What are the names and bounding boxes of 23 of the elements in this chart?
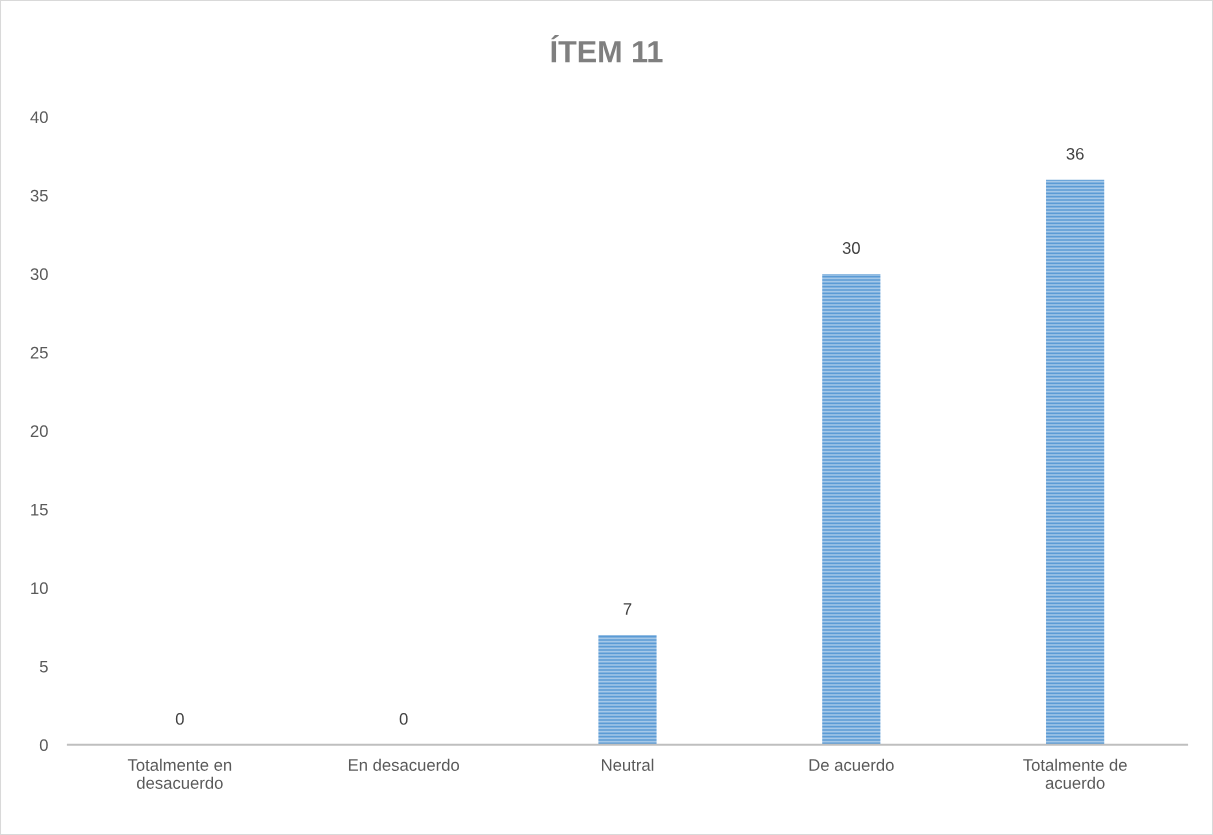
bar (598, 634, 657, 745)
y-tick-label: 20 (30, 425, 48, 438)
y-tick-label: 15 (31, 503, 48, 516)
x-tick-label: Totalmente de acuerdo (1023, 758, 1127, 789)
data-label: 7 (623, 603, 632, 615)
bar (1046, 179, 1105, 745)
bar (822, 273, 881, 745)
x-tick-label: Neutral (601, 758, 654, 771)
x-tick-label: En desacuerdo (348, 758, 460, 771)
y-tick-label: 25 (30, 346, 48, 359)
chart-title: ÍTEM 11 (551, 35, 663, 63)
y-tick-label: 40 (30, 111, 48, 124)
data-label: 0 (175, 713, 184, 725)
x-tick-label: De acuerdo (809, 758, 894, 771)
data-label: 30 (842, 242, 860, 254)
data-label: 0 (399, 713, 408, 725)
y-tick-label: 0 (39, 739, 48, 752)
y-tick-label: 10 (31, 582, 48, 595)
data-label: 36 (1066, 147, 1084, 160)
y-tick-label: 35 (30, 189, 48, 202)
y-tick-label: 5 (39, 660, 48, 673)
x-tick-label: Totalmente en desacuerdo (127, 758, 232, 789)
y-tick-label: 30 (30, 268, 48, 281)
